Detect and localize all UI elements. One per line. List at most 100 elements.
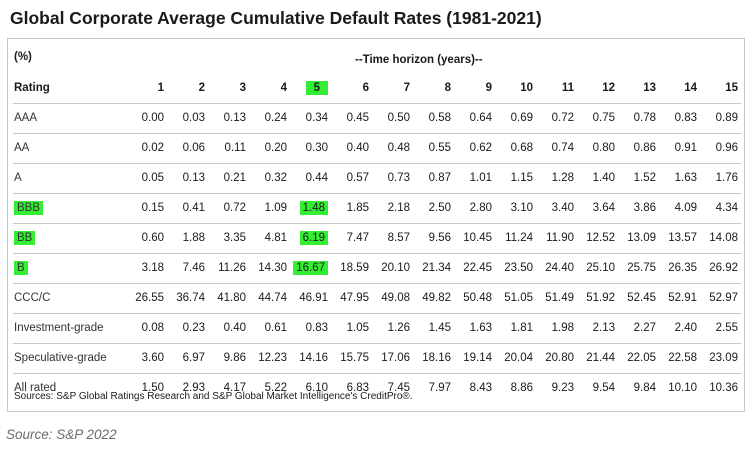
value-cell: 8.86	[510, 382, 533, 395]
highlight-mark: 5	[305, 80, 328, 95]
value-cell: 0.72	[208, 193, 249, 224]
value-cell: 0.24	[249, 103, 290, 134]
value-cell: 26.55	[126, 283, 167, 314]
value-cell: 51.05	[495, 283, 536, 314]
value-cell: 0.44	[290, 163, 331, 194]
sources-note: Sources: S&P Global Ratings Research and…	[14, 391, 413, 402]
value-cell: 0.34	[290, 103, 331, 134]
highlight-mark: BBB	[14, 201, 44, 215]
value-cell: 0.64	[454, 103, 495, 134]
value-cell: 2.27	[618, 313, 659, 344]
rating-cell: AA	[13, 133, 126, 164]
value-cell: 52.45	[618, 283, 659, 314]
value-cell: 9.54	[592, 382, 615, 395]
value-cell: 18.59	[331, 253, 372, 284]
value-cell: 11.26	[208, 253, 249, 284]
value-cell: 7.47	[331, 223, 372, 254]
value-cell: 12.23	[249, 343, 290, 374]
horizon-header-10: 10	[495, 73, 536, 104]
value-cell: 2.40	[659, 313, 700, 344]
value-cell: 0.83	[659, 103, 700, 134]
value-cell: 23.50	[495, 253, 536, 284]
rating-header: Rating	[13, 73, 126, 104]
value-cell: 3.35	[208, 223, 249, 254]
horizon-header-14: 14	[659, 73, 700, 104]
value-cell: 0.69	[495, 103, 536, 134]
value-cell: 11.90	[536, 223, 577, 254]
time-horizon-label: --Time horizon (years)--	[355, 54, 483, 66]
value-cell: 10.10	[668, 382, 697, 395]
value-cell: 47.95	[331, 283, 372, 314]
value-cell: 9.23	[551, 382, 574, 395]
value-cell: 13.09	[618, 223, 659, 254]
value-cell: 10.45	[454, 223, 495, 254]
value-cell: 3.10	[495, 193, 536, 224]
value-cell: 20.80	[536, 343, 577, 374]
value-cell: 0.87	[413, 163, 454, 194]
highlight-mark: BB	[14, 231, 36, 245]
value-cell: 21.34	[413, 253, 454, 284]
table-row: A 0.05 0.13 0.21 0.32 0.44 0.57 0.73 0.87 1.01 1.1…	[13, 163, 741, 194]
value-cell: 2.13	[577, 313, 618, 344]
value-cell: 2.50	[413, 193, 454, 224]
value-cell: 0.13	[167, 163, 208, 194]
value-cell: 9.84	[633, 382, 656, 395]
highlight-mark: 1.48	[299, 201, 328, 215]
value-cell: 44.74	[249, 283, 290, 314]
value-cell: 46.91	[290, 283, 331, 314]
table-row: AA 0.02 0.06 0.11 0.20 0.30 0.40 0.48 0.55 0.62 0.…	[13, 133, 741, 164]
table-title: Global Corporate Average Cumulative Defa…	[10, 8, 542, 28]
table-row: Investment-grade 0.08 0.23 0.40 0.61 0.83 1.05…	[13, 313, 741, 344]
value-cell: 11.24	[495, 223, 536, 254]
value-cell: 0.06	[167, 133, 208, 164]
value-cell: 2.55	[700, 313, 741, 344]
table-row: B 3.18 7.46 11.26 14.30 16.67 18.59 20.10 21.34 2…	[13, 253, 741, 284]
value-cell: 25.10	[577, 253, 618, 284]
unit-label: (%)	[14, 51, 32, 63]
source-caption: Source: S&P 2022	[6, 427, 117, 442]
value-cell: 20.04	[495, 343, 536, 374]
highlight-mark: B	[14, 261, 28, 275]
horizon-header-7: 7	[372, 73, 413, 104]
value-cell: 15.75	[331, 343, 372, 374]
value-cell: 1.45	[413, 313, 454, 344]
value-cell: 0.73	[372, 163, 413, 194]
value-cell: 7.45	[387, 382, 410, 395]
horizon-header-12: 12	[577, 73, 618, 104]
value-cell: 18.16	[413, 343, 454, 374]
value-cell: 6.19	[290, 223, 331, 254]
rating-cell: AAA	[13, 103, 126, 134]
rating-cell: BB	[13, 223, 126, 254]
value-cell: 7.97	[428, 382, 451, 395]
value-cell: 0.15	[126, 193, 167, 224]
value-cell: 0.57	[331, 163, 372, 194]
value-cell: 24.40	[536, 253, 577, 284]
value-cell: 0.75	[577, 103, 618, 134]
horizon-header-8: 8	[413, 73, 454, 104]
value-cell: 1.63	[454, 313, 495, 344]
value-cell: 1.52	[618, 163, 659, 194]
value-cell: 0.40	[208, 313, 249, 344]
value-cell: 1.48	[290, 193, 331, 224]
value-cell: 0.23	[167, 313, 208, 344]
horizon-header-2: 2	[167, 73, 208, 104]
horizon-header-15: 15	[700, 73, 741, 104]
value-cell: 0.60	[126, 223, 167, 254]
horizon-header-3: 3	[208, 73, 249, 104]
value-cell: 4.81	[249, 223, 290, 254]
value-cell: 0.03	[167, 103, 208, 134]
value-cell: 1.15	[495, 163, 536, 194]
value-cell: 3.64	[577, 193, 618, 224]
value-cell: 22.58	[659, 343, 700, 374]
horizon-header-1: 1	[126, 73, 167, 104]
table-row: AAA 0.00 0.03 0.13 0.24 0.34 0.45 0.50 0.58 0.64 0…	[13, 103, 741, 134]
value-cell: 4.17	[223, 382, 246, 395]
value-cell: 8.43	[469, 382, 492, 395]
value-cell: 0.86	[618, 133, 659, 164]
table-row: All rated 1.50 2.93 4.17 5.22 6.10 6.83 7.45 7.9…	[13, 373, 741, 403]
highlight-mark: 6.19	[299, 231, 328, 245]
value-cell: 1.81	[495, 313, 536, 344]
value-cell: 1.85	[331, 193, 372, 224]
value-cell: 6.10	[305, 382, 328, 395]
